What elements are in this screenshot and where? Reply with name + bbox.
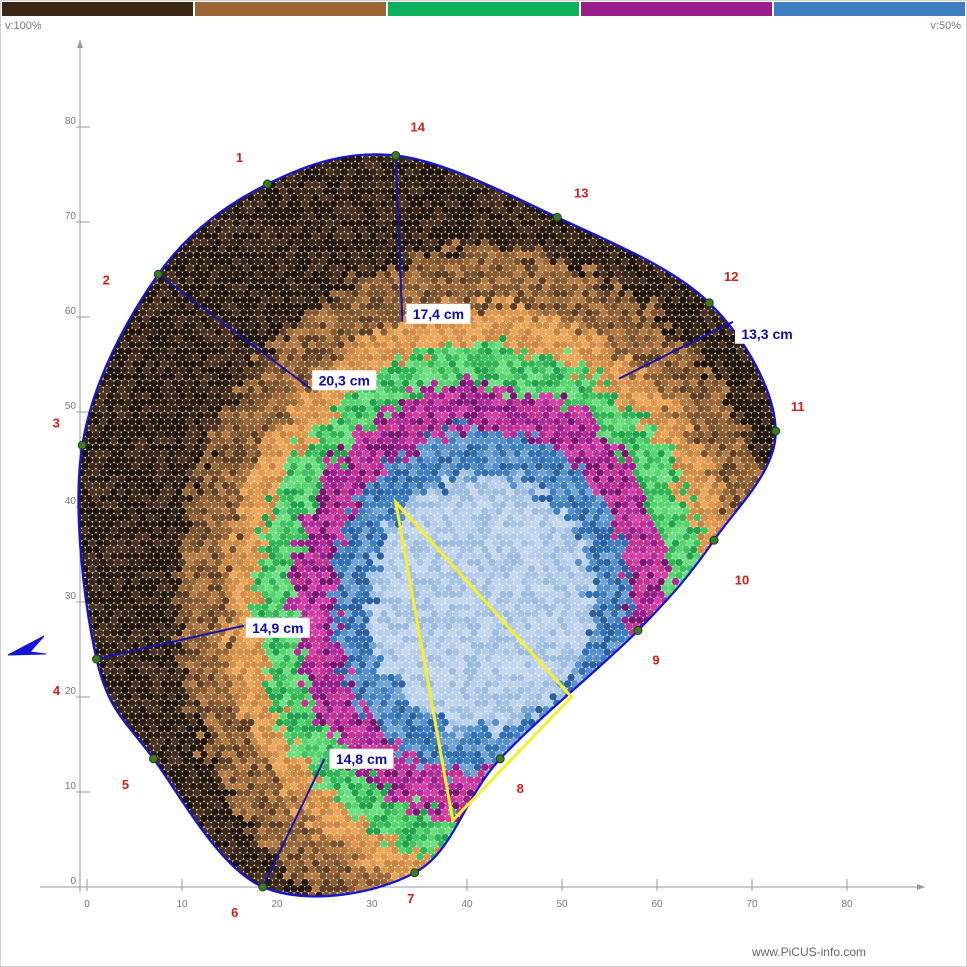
legend-swatch-green	[388, 2, 579, 16]
measurement-label-bg	[406, 303, 471, 324]
legend-swatch-light-brown	[195, 2, 386, 16]
sensor-number: 10	[735, 572, 749, 587]
sensor-number: 8	[517, 781, 524, 796]
x-tick-label: 10	[176, 899, 188, 910]
sensor-marker[interactable]	[495, 754, 505, 764]
measurement-label-bg	[312, 370, 377, 391]
measurement-line	[394, 155, 404, 322]
sensor-number: 7	[407, 891, 414, 906]
orientation-pointer-icon[interactable]	[7, 635, 47, 656]
sensor-marker[interactable]	[149, 754, 158, 764]
sensor-number: 2	[103, 272, 110, 287]
legend-swatch-violet	[581, 2, 772, 16]
sensor-number: 12	[724, 269, 738, 284]
legend-swatch-dark-brown	[2, 2, 193, 16]
credit-link[interactable]: www.PiCUS-info.com	[751, 945, 866, 959]
y-tick-label: 80	[65, 116, 77, 127]
y-tick-label: 50	[65, 401, 77, 412]
y-axis-arrow-icon	[77, 40, 83, 48]
sensor-number: 1	[236, 150, 243, 165]
measurement-label: 17,4 cm	[406, 303, 471, 324]
sensor-number: 9	[652, 653, 659, 668]
measurement-label-text: 20,3 cm	[319, 372, 370, 388]
measurement-label-bg	[245, 617, 310, 638]
y-tick-label: 30	[65, 591, 77, 602]
sensor-marker[interactable]	[709, 535, 719, 545]
y-tick-label: 20	[65, 686, 77, 697]
y-tick-label: 60	[65, 306, 77, 317]
x-tick-label: 50	[556, 899, 568, 910]
y-tick-label: 10	[65, 781, 77, 792]
y-tick-label: 0	[70, 876, 76, 887]
measurement-label-text: 13,3 cm	[741, 326, 792, 342]
x-tick-label: 70	[746, 899, 758, 910]
sensor-marker[interactable]	[258, 882, 268, 892]
sensor-number: 11	[791, 399, 805, 414]
color-scale-legend	[2, 2, 965, 16]
measurement-label-text: 14,8 cm	[336, 751, 387, 767]
measurement-label-bg	[329, 748, 394, 769]
x-tick-label: 20	[271, 899, 283, 910]
sensor-marker[interactable]	[633, 626, 643, 635]
measurement-line	[157, 273, 311, 390]
measurement-label-text: 14,9 cm	[252, 620, 303, 636]
sensor-number: 6	[231, 905, 238, 920]
x-tick-label: 40	[461, 899, 473, 910]
x-axis-arrow-icon	[917, 884, 925, 890]
sensor-number: 13	[574, 185, 588, 200]
sensor-number: 4	[53, 683, 61, 698]
measurement-label: 14,8 cm	[329, 748, 394, 769]
x-tick-label: 30	[366, 899, 378, 910]
measurement-label-text: 17,4 cm	[413, 306, 464, 322]
sensor-number: 3	[53, 415, 60, 430]
trunk-outline	[77, 153, 777, 898]
velocity-scale-min: v:50%	[930, 20, 961, 32]
velocity-scale-max: v:100%	[5, 20, 42, 32]
measurement-line	[618, 320, 734, 380]
sensor-marker[interactable]	[771, 426, 781, 436]
sensor-marker[interactable]	[92, 654, 101, 664]
sensor-marker[interactable]	[263, 179, 272, 189]
sensor-number: 5	[122, 777, 129, 792]
measurement-line	[261, 758, 326, 888]
x-tick-label: 60	[651, 899, 663, 910]
sensor-marker[interactable]	[704, 298, 714, 308]
y-tick-label: 70	[65, 211, 77, 222]
sensor-marker[interactable]	[410, 868, 420, 878]
measurement-label: 13,3 cm	[735, 323, 799, 344]
legend-swatch-blue	[774, 2, 965, 16]
crack-triangle	[393, 497, 574, 824]
sensor-number: 14	[411, 120, 426, 135]
y-tick-label: 40	[65, 496, 77, 507]
x-tick-label: 0	[84, 899, 90, 910]
sensor-marker[interactable]	[153, 269, 163, 279]
x-tick-label: 80	[841, 899, 853, 910]
measurement-line	[96, 624, 244, 660]
tomogram-dots	[78, 154, 776, 897]
measurement-label-bg	[735, 323, 799, 344]
sensor-marker[interactable]	[552, 212, 562, 222]
sensor-marker[interactable]	[77, 440, 87, 450]
sensor-marker[interactable]	[391, 151, 401, 160]
measurement-label: 20,3 cm	[312, 370, 377, 391]
measurement-label: 14,9 cm	[245, 617, 310, 638]
